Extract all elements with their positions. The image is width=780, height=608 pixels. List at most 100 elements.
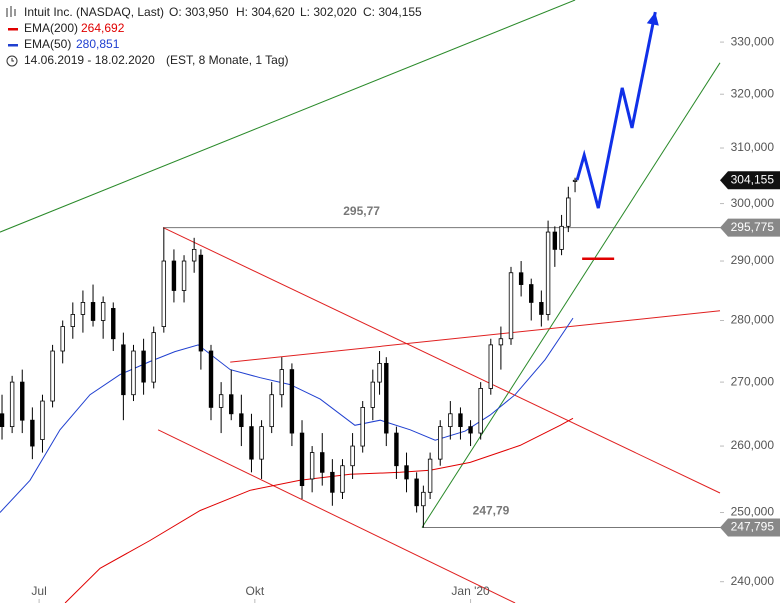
candle-body — [100, 302, 106, 321]
candle — [370, 369, 376, 421]
candle-body — [161, 260, 167, 327]
candle-body — [218, 394, 224, 408]
trend-line — [421, 62, 721, 528]
candle-body — [529, 284, 534, 303]
candle-body — [9, 381, 15, 428]
candle — [427, 452, 433, 500]
candle-body — [468, 426, 473, 434]
candle — [572, 177, 578, 193]
candle — [340, 459, 345, 500]
candle — [50, 344, 55, 408]
candle-body — [0, 413, 5, 428]
period: 14.06.2019 - 18.02.2020 — [24, 53, 155, 67]
candle-body — [518, 272, 524, 285]
candle-body — [50, 350, 55, 402]
candle — [40, 394, 45, 453]
candle — [448, 401, 453, 440]
candle — [360, 401, 365, 453]
candle-body — [249, 426, 254, 460]
candle-body — [552, 231, 558, 250]
candle — [330, 459, 335, 506]
candle-body — [60, 326, 65, 352]
candle — [458, 407, 463, 440]
level-tag-label: 247,795 — [731, 520, 775, 534]
x-tick-label: Okt — [245, 584, 264, 598]
candle — [377, 351, 382, 395]
candle-body — [229, 394, 234, 415]
period-note: (EST, 8 Monate, 1 Tag) — [166, 53, 289, 67]
ohlc-close: C: 304,155 — [363, 5, 422, 19]
legend-value: 280,851 — [76, 37, 120, 51]
candle-body — [279, 369, 284, 396]
candle — [529, 278, 534, 321]
candle — [0, 394, 5, 440]
candle-body — [370, 381, 376, 408]
candle-body — [384, 362, 389, 434]
candle-body — [438, 426, 443, 460]
candle — [30, 407, 35, 460]
candle — [404, 452, 409, 493]
candle — [394, 426, 399, 479]
candle — [545, 220, 551, 321]
candle-body — [20, 381, 25, 421]
candle — [131, 344, 136, 402]
candle — [100, 296, 106, 339]
candle — [229, 369, 234, 421]
y-tick-label: 290,000 — [731, 253, 775, 267]
legend-value: 264,692 — [81, 21, 125, 35]
trend-line — [0, 0, 576, 233]
y-tick-label: 260,000 — [731, 438, 775, 452]
candle-body — [259, 426, 264, 460]
candle — [279, 357, 284, 408]
candle-body — [121, 344, 126, 396]
candle — [289, 363, 295, 447]
candle-body — [151, 332, 156, 383]
legend-label: EMA(50) — [24, 37, 71, 51]
candle-body — [70, 314, 76, 327]
candle — [181, 255, 187, 303]
legend-swatch — [8, 28, 18, 31]
candle — [80, 290, 86, 333]
legend-swatch — [8, 44, 18, 47]
candle-body — [191, 248, 197, 262]
candle — [198, 249, 204, 370]
legend-label: EMA(200) — [24, 21, 78, 35]
candle-body — [377, 362, 382, 383]
level-tag — [720, 518, 780, 537]
candle-body — [421, 491, 426, 507]
candle-body — [80, 302, 86, 315]
candle — [121, 332, 126, 421]
candle — [552, 226, 558, 267]
last-price-label: 304,155 — [731, 172, 775, 186]
candle — [20, 369, 25, 434]
candle — [421, 485, 426, 528]
trend-line — [157, 429, 516, 604]
candle — [414, 472, 419, 513]
y-tick-label: 280,000 — [731, 313, 775, 327]
candle — [218, 382, 224, 434]
candle-body — [498, 338, 504, 346]
candle-body — [111, 308, 116, 340]
level-tag — [720, 218, 780, 237]
candle — [478, 382, 483, 440]
trend-line — [162, 227, 721, 494]
candle — [350, 433, 355, 479]
candle-body — [478, 387, 483, 434]
candle — [299, 420, 305, 500]
candle-icon — [6, 6, 16, 17]
candle-body — [40, 400, 45, 440]
candle-body — [394, 432, 399, 467]
y-tick-label: 240,000 — [731, 574, 775, 588]
x-tick-label: Jan '20 — [451, 584, 490, 598]
candle — [498, 326, 504, 370]
candle-body — [90, 302, 96, 321]
candle-body — [427, 458, 433, 493]
candle-body — [269, 394, 274, 428]
projection-arrow — [575, 11, 657, 209]
candle-body — [309, 452, 315, 480]
candle-body — [340, 465, 345, 493]
candle-body — [545, 231, 551, 315]
candle-body — [198, 254, 204, 352]
y-tick-label: 250,000 — [731, 505, 775, 519]
